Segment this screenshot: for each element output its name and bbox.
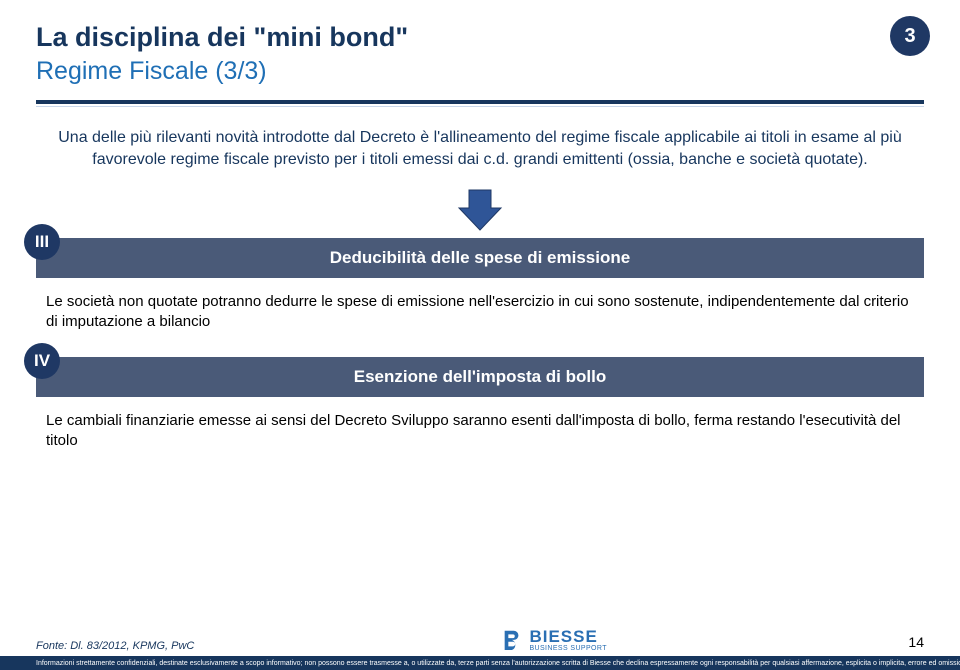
section-roman-badge: IV (24, 343, 60, 379)
footer-brand: BIESSE BUSINESS SUPPORT (501, 627, 606, 652)
page-number: 14 (894, 634, 924, 652)
arrow-container (36, 188, 924, 232)
title-divider (36, 100, 924, 104)
footer-top-row: Fonte: Dl. 83/2012, KPMG, PwC BIESSE BUS… (0, 627, 960, 658)
footer-disclaimer: Informazioni strettamente confidenziali,… (0, 658, 960, 670)
footer-source: Fonte: Dl. 83/2012, KPMG, PwC (36, 640, 194, 652)
section-body: Le società non quotate potranno dedurre … (36, 292, 924, 333)
section-title: Esenzione dell'imposta di bollo (354, 367, 606, 386)
slide: La disciplina dei "mini bond" Regime Fis… (0, 0, 960, 670)
brand-subtitle: BUSINESS SUPPORT (529, 645, 606, 652)
page-subtitle: Regime Fiscale (3/3) (36, 57, 924, 86)
page-title: La disciplina dei "mini bond" (36, 22, 924, 53)
section-title-bar: Esenzione dell'imposta di bollo (36, 357, 924, 397)
section-iii: III Deducibilità delle spese di emission… (36, 238, 924, 333)
title-sub-divider (36, 106, 924, 107)
slide-number-badge: 3 (890, 16, 930, 56)
slide-number: 3 (904, 25, 915, 48)
section-title-bar: Deducibilità delle spese di emissione (36, 238, 924, 278)
section-header: III Deducibilità delle spese di emission… (36, 238, 924, 278)
down-arrow-icon (457, 188, 503, 232)
section-body: Le cambiali finanziarie emesse ai sensi … (36, 411, 924, 452)
section-roman: III (35, 232, 49, 252)
section-header: IV Esenzione dell'imposta di bollo (36, 357, 924, 397)
footer: Fonte: Dl. 83/2012, KPMG, PwC BIESSE BUS… (0, 627, 960, 670)
section-roman: IV (34, 351, 50, 371)
section-title: Deducibilità delle spese di emissione (330, 248, 630, 267)
section-roman-badge: III (24, 224, 60, 260)
brand-text-block: BIESSE BUSINESS SUPPORT (529, 627, 606, 652)
section-iv: IV Esenzione dell'imposta di bollo Le ca… (36, 357, 924, 452)
brand-logo-icon (501, 628, 523, 650)
intro-paragraph: Una delle più rilevanti novità introdott… (36, 127, 924, 170)
brand-name: BIESSE (529, 627, 606, 647)
